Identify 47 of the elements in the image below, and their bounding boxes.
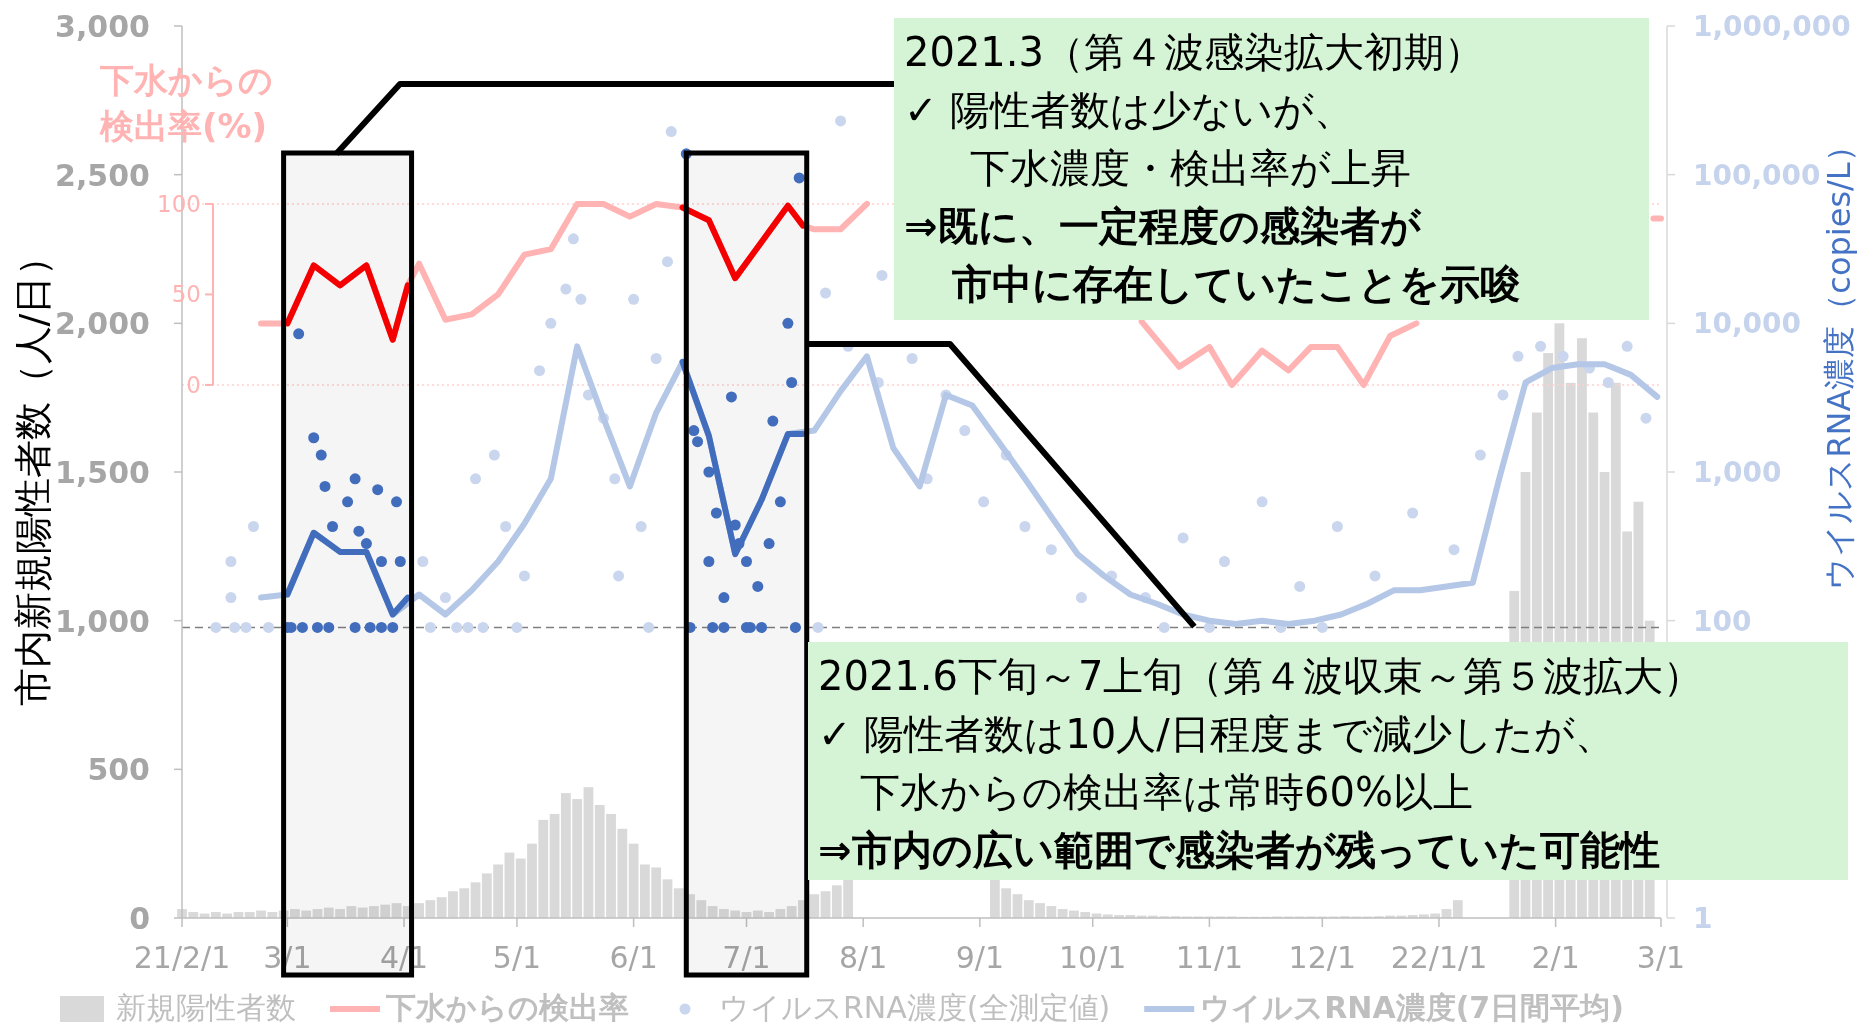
annotation: ⇒市内の広い範囲で感染者が残っていた可能性 xyxy=(818,827,1660,873)
legend-item: 下水からの検出率 xyxy=(330,990,629,1025)
legend-item: ウイルスRNA濃度(7日間平均) xyxy=(1144,990,1624,1025)
y2-tick-label: 10,000 xyxy=(1693,307,1802,341)
y2-tick-label: 1,000 xyxy=(1693,456,1782,489)
annotation: 市中に存在していたことを示唆 xyxy=(951,261,1520,307)
annotation: 下水濃度・検出率が上昇 xyxy=(970,145,1411,191)
y-axis-title: 市内新規陽性者数（人/日） xyxy=(11,237,55,707)
y-tick-label: 1,500 xyxy=(55,455,150,490)
y2-tick-label: 1 xyxy=(1693,902,1713,935)
legend-item: ウイルスRNA濃度(全測定値) xyxy=(679,990,1111,1025)
annotation: ✓ 陽性者数は10人/日程度まで減少したが、 xyxy=(818,711,1615,757)
y2-tick-label: 100,000 xyxy=(1693,158,1821,192)
x-tick-label: 2/1 xyxy=(1531,940,1580,975)
x-tick-label: 7/1 xyxy=(722,940,771,975)
legend-item: 新規陽性者数 xyxy=(60,990,296,1025)
annotation: 2021.3（第４波感染拡大初期） xyxy=(904,29,1484,75)
x-tick-label: 10/1 xyxy=(1059,940,1127,975)
annotation: 2021.6下旬～7上旬（第４波収束～第５波拡大） xyxy=(818,653,1704,699)
y3-tick-label: 0 xyxy=(186,371,201,398)
x-tick-label: 3/1 xyxy=(1636,940,1686,975)
y2-tick-label: 1,000,000 xyxy=(1693,10,1851,43)
legend-label: 新規陽性者数 xyxy=(116,990,296,1025)
y-tick-label: 1,000 xyxy=(55,603,150,639)
y-tick-label: 500 xyxy=(87,752,150,788)
y-tick-label: 2,500 xyxy=(55,157,150,193)
annotation: 下水からの検出率は常時60%以上 xyxy=(860,769,1473,815)
x-tick-label: 22/1/1 xyxy=(1390,940,1488,975)
y-tick-label: 0 xyxy=(129,901,150,936)
x-tick-label: 8/1 xyxy=(839,940,888,975)
x-tick-label: 21/2/1 xyxy=(133,940,231,975)
annotation: ✓ 陽性者数は少ないが、 xyxy=(904,87,1355,133)
x-tick-label: 11/1 xyxy=(1175,940,1244,975)
axis-y3: 0 50 100 xyxy=(157,190,214,398)
legend-label: 下水からの検出率 xyxy=(385,990,629,1025)
y3-axis-title: 下水からの検出率(%) xyxy=(99,60,273,146)
y3-tick-label: 100 xyxy=(157,190,201,217)
y-tick-label: 3,000 xyxy=(55,9,150,44)
x-tick-label: 6/1 xyxy=(609,940,658,975)
x-tick-label: 5/1 xyxy=(492,940,542,975)
x-tick-label: 12/1 xyxy=(1288,940,1356,975)
y2-tick-label: 100 xyxy=(1693,604,1752,638)
y2-axis-title: ウイルスRNA濃度（copies/L） xyxy=(1820,130,1858,590)
y-tick-label: 2,000 xyxy=(55,306,150,342)
annotation: ⇒既に、一定程度の感染者が xyxy=(904,203,1422,249)
y3-tick-label: 50 xyxy=(171,281,201,308)
x-tick-label: 9/1 xyxy=(955,940,1004,975)
